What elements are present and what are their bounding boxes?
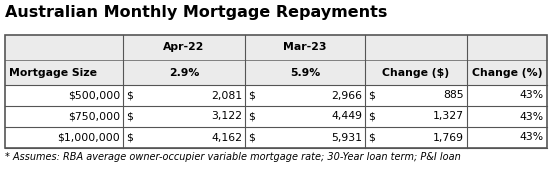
Text: 4,449: 4,449 bbox=[331, 112, 362, 122]
Text: $: $ bbox=[248, 132, 255, 142]
Text: 2.9%: 2.9% bbox=[169, 67, 199, 78]
Text: Change (%): Change (%) bbox=[472, 67, 542, 78]
Text: $: $ bbox=[126, 90, 133, 100]
Text: $: $ bbox=[368, 90, 375, 100]
Bar bbox=[5, 85, 547, 148]
Text: Change ($): Change ($) bbox=[383, 67, 449, 78]
Text: $: $ bbox=[126, 132, 133, 142]
Text: 2,081: 2,081 bbox=[211, 90, 242, 100]
Bar bbox=[5, 35, 547, 85]
Text: 2,966: 2,966 bbox=[331, 90, 362, 100]
Text: 3,122: 3,122 bbox=[211, 112, 242, 122]
Text: Australian Monthly Mortgage Repayments: Australian Monthly Mortgage Repayments bbox=[5, 5, 388, 20]
Text: 43%: 43% bbox=[520, 132, 544, 142]
Text: 5,931: 5,931 bbox=[331, 132, 362, 142]
Text: 4,162: 4,162 bbox=[211, 132, 242, 142]
Text: $1,000,000: $1,000,000 bbox=[57, 132, 120, 142]
Text: 885: 885 bbox=[443, 90, 464, 100]
Text: Apr-22: Apr-22 bbox=[163, 42, 205, 53]
Text: Mar-23: Mar-23 bbox=[283, 42, 327, 53]
Bar bbox=[5, 35, 547, 148]
Text: 43%: 43% bbox=[520, 112, 544, 122]
Text: $750,000: $750,000 bbox=[68, 112, 120, 122]
Text: 1,769: 1,769 bbox=[433, 132, 464, 142]
Text: $500,000: $500,000 bbox=[68, 90, 120, 100]
Text: * Assumes: RBA average owner-occupier variable mortgage rate; 30-Year loan term;: * Assumes: RBA average owner-occupier va… bbox=[5, 152, 461, 162]
Text: Mortgage Size: Mortgage Size bbox=[9, 67, 97, 78]
Text: $: $ bbox=[248, 112, 255, 122]
Text: $: $ bbox=[368, 112, 375, 122]
Text: $: $ bbox=[368, 132, 375, 142]
Text: $: $ bbox=[248, 90, 255, 100]
Text: 1,327: 1,327 bbox=[433, 112, 464, 122]
Text: $: $ bbox=[126, 112, 133, 122]
Text: 5.9%: 5.9% bbox=[290, 67, 320, 78]
Text: 43%: 43% bbox=[520, 90, 544, 100]
